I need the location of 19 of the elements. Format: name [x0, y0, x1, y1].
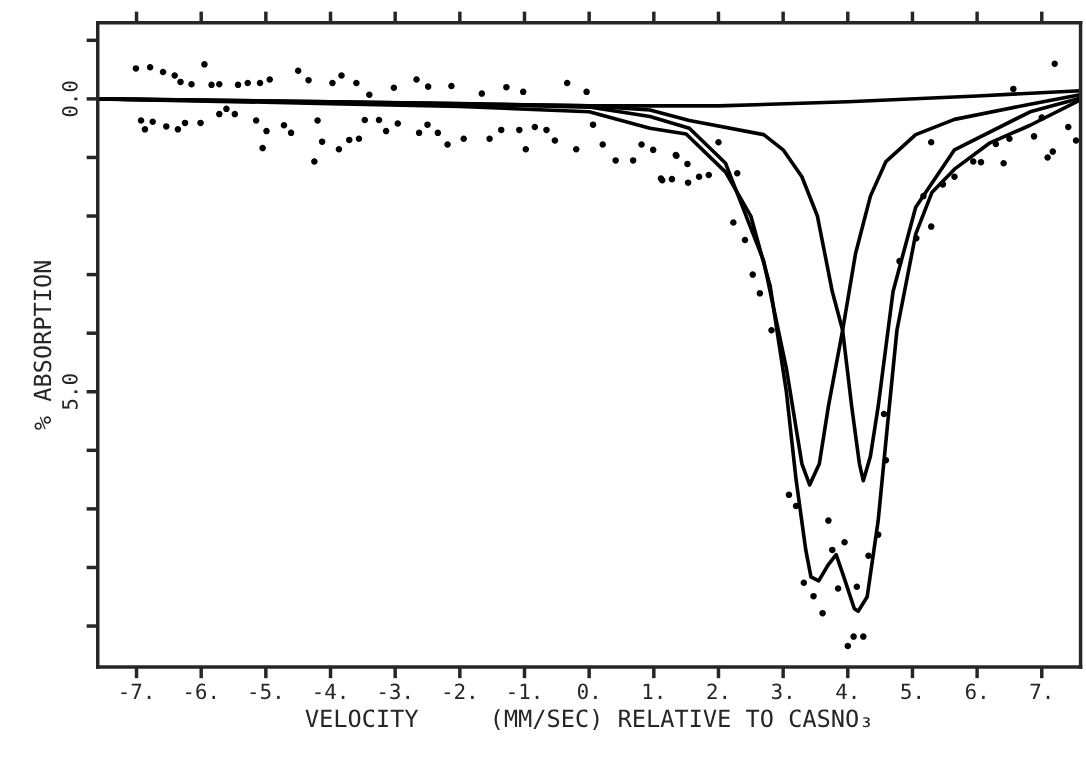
x-axis-title: VELOCITY (MM/SEC) RELATIVE TO CASNO₃	[305, 708, 870, 731]
x-tick-label: 1.	[643, 683, 662, 699]
x-tick-label: 6.	[965, 683, 985, 700]
y-axis-title: % ABSORPTION	[33, 261, 52, 430]
x-tick-label: -6.	[186, 683, 216, 700]
x-tick-label: 2.	[707, 683, 727, 699]
x-tick-label: 3.	[771, 683, 791, 700]
y-tick-label: 5.0	[61, 374, 78, 410]
x-tick-label: 5.	[901, 683, 920, 700]
x-tick-label: -5.	[250, 683, 280, 700]
x-tick-label: -1.	[509, 683, 539, 699]
x-tick-label: -4.	[315, 683, 345, 699]
x-tick-label: 0.	[577, 683, 597, 700]
x-tick-label: -7.	[121, 683, 151, 699]
y-tick-label: 0.0	[61, 81, 78, 117]
x-tick-label: -3.	[379, 683, 409, 700]
x-tick-label: -2.	[444, 683, 474, 699]
x-tick-label: 4.	[836, 683, 856, 699]
x-tick-label: 7.	[1030, 683, 1050, 699]
